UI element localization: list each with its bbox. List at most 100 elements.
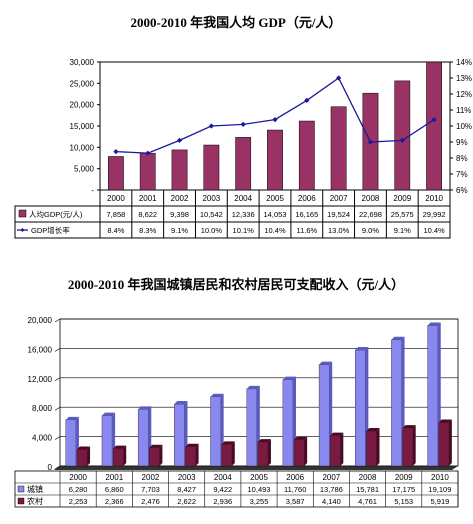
gdp-left-tick-label: 20,000	[70, 101, 95, 110]
urban-value-label: 10,493	[248, 485, 271, 494]
gdp-growth-label: 9.1%	[171, 226, 188, 235]
income-floor	[54, 466, 458, 470]
gdp-left-tick-label: 5,000	[74, 165, 95, 174]
rural-bar	[329, 435, 341, 467]
gdp-right-tick-label: 6%	[456, 186, 468, 195]
gdp-bar	[139, 152, 156, 191]
gdp-year-label: 2006	[298, 194, 316, 203]
income-tick-label: 8,000	[32, 404, 53, 413]
income-year-label: 2008	[359, 473, 377, 482]
gdp-value-label: 8,622	[138, 210, 157, 219]
rural-legend-swatch	[17, 497, 25, 505]
gdp-year-label: 2008	[362, 194, 380, 203]
rural-bar	[221, 444, 232, 467]
gdp-value-label: 16,165	[295, 210, 318, 219]
gdp-bars	[108, 61, 442, 191]
income-year-label: 2005	[250, 473, 268, 482]
income-tick-label: 20,000	[28, 316, 53, 325]
gdp-growth-point	[431, 117, 437, 123]
rural-value-label: 4,140	[322, 497, 341, 506]
rural-value-label: 2,622	[177, 497, 196, 506]
urban-bar	[282, 379, 294, 467]
urban-value-label: 7,703	[141, 485, 160, 494]
rural-bar	[185, 446, 196, 467]
urban-bar-top	[210, 393, 224, 397]
income-year-label: 2001	[105, 473, 123, 482]
gdp-right-tick-label: 8%	[456, 154, 468, 163]
rural-bar-side	[304, 436, 308, 466]
gdp-growth-point	[304, 97, 310, 103]
rural-bar-side	[87, 446, 91, 466]
income-year-label: 2000	[69, 473, 87, 482]
income-tick	[54, 377, 61, 382]
gdp-bar	[330, 106, 347, 191]
rural-bar-top	[149, 444, 163, 448]
gdp-year-label: 2001	[139, 194, 157, 203]
income-tick-label: 4,000	[32, 434, 53, 443]
urban-bar	[318, 364, 330, 467]
income-year-label: 2010	[431, 473, 449, 482]
urban-bar	[174, 403, 185, 467]
gdp-growth-label: 9.0%	[362, 226, 379, 235]
gdp-chart-title: 2000-2010 年我国人均 GDP（元/人）	[131, 15, 342, 30]
gdp-growth-line	[113, 75, 437, 156]
rural-bar-side	[123, 445, 127, 466]
gdp-left-tick-label: 30,000	[70, 58, 95, 67]
rural-bar-top	[76, 446, 91, 450]
gdp-left-tick-label: 25,000	[70, 79, 95, 88]
gdp-value-label: 7,858	[107, 210, 126, 219]
rural-bar-top	[257, 439, 271, 443]
gdp-growth-point	[240, 121, 246, 127]
rural-bar-side	[231, 441, 235, 466]
rural-bar-side	[340, 432, 344, 466]
gdp-bar	[267, 129, 283, 191]
rural-value-label: 4,761	[358, 497, 377, 506]
urban-bar	[65, 419, 77, 467]
gdp-data-table: 2000 7,858 8.4% 2001 8,622 8.3% 2002 9,398 9.1% 2…	[14, 190, 451, 239]
urban-value-label: 11,760	[284, 485, 306, 494]
urban-value-label: 6,280	[69, 485, 88, 494]
urban-value-label: 19,109	[428, 485, 451, 494]
gdp-bar	[298, 120, 315, 191]
gdp-value-label: 12,336	[232, 210, 255, 219]
rural-bar-top	[366, 428, 380, 432]
gdp-growth-label: 10.0%	[201, 226, 223, 235]
urban-bar-top	[246, 385, 260, 389]
rural-bar-side	[412, 425, 416, 466]
urban-bar-top	[138, 406, 152, 410]
income-data-table: 2000 6,280 2,253 2001 6,860 2,366 2002 7,703 2,4…	[14, 470, 459, 508]
urban-bar-top	[101, 412, 116, 416]
growth-legend-marker	[20, 228, 25, 232]
rural-bar	[76, 449, 88, 467]
income-tick	[54, 348, 61, 352]
gdp-year-label: 2009	[393, 194, 411, 203]
rural-bar-top	[438, 419, 452, 423]
income-tick	[54, 406, 61, 411]
income-tick-label: 0	[48, 463, 53, 472]
gdp-bar	[426, 61, 442, 191]
gdp-bar	[108, 156, 124, 191]
gdp-growth-point	[367, 139, 374, 145]
gdp-right-tick-label: 7%	[456, 170, 468, 179]
urban-bar	[246, 388, 258, 467]
growth-legend-label: GDP增长率	[31, 225, 70, 235]
gdp-growth-label: 10.1%	[233, 226, 255, 235]
income-year-label: 2006	[286, 473, 304, 482]
urban-bar-top	[282, 376, 297, 380]
gdp-year-label: 2002	[171, 194, 189, 203]
gdp-legend-swatch	[18, 209, 27, 218]
gdp-growth-label: 13.0%	[328, 226, 350, 235]
rural-bar-top	[294, 436, 308, 440]
rural-value-label: 5,919	[431, 497, 450, 506]
urban-bar	[427, 325, 438, 467]
rural-bar-side	[448, 419, 452, 466]
gdp-growth-label: 8.3%	[139, 226, 156, 235]
urban-bar-top	[65, 416, 79, 420]
urban-bar-top	[391, 336, 405, 340]
income-bars	[65, 322, 452, 467]
urban-value-label: 15,781	[356, 485, 379, 494]
rural-value-label: 2,476	[141, 497, 160, 506]
gdp-value-label: 22,698	[359, 210, 382, 219]
